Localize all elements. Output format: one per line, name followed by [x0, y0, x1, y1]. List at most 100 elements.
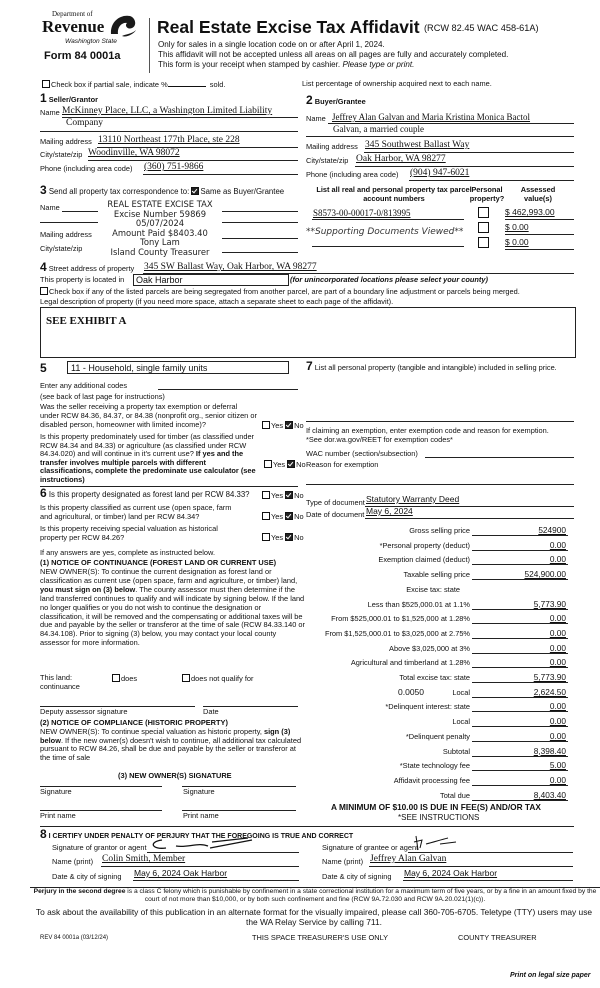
grantor-signature[interactable] — [148, 836, 258, 852]
exemption-no-checkbox[interactable] — [285, 421, 294, 429]
located-in-select[interactable]: Oak Harbor — [133, 274, 289, 286]
fee-underline — [472, 682, 568, 683]
fee-value[interactable]: 0.00 — [549, 613, 566, 624]
current-use-no-checkbox[interactable] — [285, 512, 294, 520]
assessed-value-field-1[interactable]: $ 462,993.00 — [505, 207, 555, 217]
certify-heading-text: I CERTIFY UNDER PENALTY OF PERJURY THAT … — [48, 833, 354, 840]
land-use-code-select[interactable]: 11 - Household, single family units — [67, 361, 289, 374]
yes-label: Yes — [271, 533, 284, 542]
buyer-name-field-line2[interactable]: Galvan, a married couple — [333, 124, 424, 134]
revenue-swirl-icon — [110, 15, 136, 37]
fee-value[interactable]: 0.00 — [549, 642, 566, 653]
buyer-mailing-field[interactable]: 345 Southwest Ballast Way — [365, 140, 470, 150]
yes-label: Yes — [271, 512, 284, 521]
form-citation: (RCW 82.45 WAC 458-61A) — [424, 23, 539, 33]
deputy-signature-field[interactable] — [40, 706, 195, 707]
seller-phone-label: Phone (including area code) — [40, 164, 133, 173]
section-1-number: 1 — [40, 91, 47, 105]
wac-field[interactable] — [425, 457, 574, 458]
seller-city-field[interactable]: Woodinville, WA 98072 — [88, 148, 180, 158]
forest-yes-checkbox[interactable] — [262, 491, 270, 499]
assessed-value-field-3[interactable]: $ 0.00 — [505, 237, 529, 247]
additional-codes-field[interactable] — [158, 389, 298, 390]
print-name-field-1[interactable] — [40, 810, 162, 811]
exemption-yes-checkbox[interactable] — [262, 421, 270, 429]
seller-name-field[interactable]: McKinney Place, LLC, a Washington Limite… — [62, 106, 273, 116]
fee-value[interactable]: 0.00 — [549, 716, 566, 727]
doc-type-field[interactable]: Statutory Warranty Deed — [366, 494, 460, 504]
doc-date-field[interactable]: May 6, 2024 — [366, 506, 413, 516]
fee-value[interactable]: 0.00 — [549, 657, 566, 668]
fee-underline — [472, 696, 568, 698]
fee-value[interactable]: 8,403.40 — [533, 789, 566, 800]
grantor-date-field[interactable]: May 6, 2024 Oak Harbor — [134, 868, 228, 878]
same-as-buyer-checkbox[interactable] — [191, 187, 200, 195]
fee-underline — [472, 623, 568, 625]
grantee-signature[interactable] — [410, 834, 490, 852]
grantee-date-field[interactable]: May 6, 2024 Oak Harbor — [404, 868, 498, 878]
fee-value[interactable]: 5,773.90 — [533, 598, 566, 609]
street-address-field[interactable]: 345 SW Ballast Way, Oak Harbor, WA 98277 — [144, 262, 317, 272]
fee-value[interactable]: 0.00 — [549, 774, 566, 785]
exemption-reason-field[interactable] — [306, 484, 574, 485]
partial-sale-percent-field[interactable] — [167, 86, 206, 87]
form-title: Real Estate Excise Tax Affidavit — [157, 17, 420, 37]
forest-question: 6 Is this property designated as forest … — [40, 486, 250, 501]
section-5-divider — [40, 486, 298, 487]
logo-state: Washington State — [65, 38, 117, 45]
buyer-city-field[interactable]: Oak Harbor, WA 98277 — [356, 154, 446, 164]
parcel-underline-1 — [312, 219, 464, 220]
does-qualify-checkbox[interactable] — [112, 674, 120, 682]
parcel-number-field[interactable]: S8573-00-00017-0/813995 — [313, 208, 411, 218]
yes-label: Yes — [271, 421, 284, 430]
legal-description-field[interactable]: SEE EXHIBIT A — [40, 307, 576, 358]
revision-label: REV 84 0001a (03/12/24) — [40, 935, 109, 941]
fee-value[interactable]: 0.00 — [549, 539, 566, 550]
correspondence-label: Send all property tax correspondence to: — [48, 187, 190, 196]
fee-value[interactable]: 5.00 — [549, 760, 566, 771]
grantee-name-field[interactable]: Jeffrey Alan Galvan — [370, 854, 447, 864]
fee-value[interactable]: 2,624.50 — [533, 686, 566, 697]
historic-yes-checkbox[interactable] — [262, 533, 270, 541]
parcel-underline-3 — [312, 246, 464, 247]
historic-no-checkbox[interactable] — [285, 533, 294, 541]
personal-property-checkbox-3[interactable] — [478, 237, 489, 248]
segregated-checkbox[interactable] — [40, 287, 48, 295]
fee-value[interactable]: 0.00 — [549, 554, 566, 565]
seller-phone-field[interactable]: (360) 751-9866 — [144, 162, 204, 172]
grantor-name-field[interactable]: Colin Smith, Member — [102, 854, 186, 864]
personal-property-checkbox-2[interactable] — [478, 222, 489, 233]
seller-name-field-line2[interactable]: Company — [66, 118, 103, 128]
accessibility-notice: To ask about the availability of this pu… — [35, 907, 593, 927]
treasurer-use-label: THIS SPACE TREASURER'S USE ONLY — [252, 933, 389, 942]
fee-label: Local — [452, 717, 470, 727]
partial-sale-checkbox[interactable] — [42, 80, 50, 88]
fee-value[interactable]: 524,900.00 — [524, 569, 566, 580]
fee-label: *Personal property (deduct) — [379, 540, 470, 550]
deputy-date-field[interactable] — [203, 706, 298, 707]
buyer-phone-field[interactable]: (904) 947-6021 — [410, 168, 470, 178]
timber-yes-checkbox[interactable] — [264, 460, 272, 468]
new-owner-signature-field-1[interactable] — [40, 786, 162, 787]
buyer-name-field[interactable]: Jeffrey Alan Galvan and Maria Kristina M… — [332, 112, 531, 122]
print-name-field-2[interactable] — [182, 810, 296, 811]
fee-value[interactable]: 8,398.40 — [533, 745, 566, 756]
current-use-yes-checkbox[interactable] — [262, 512, 270, 520]
fee-value[interactable]: 0.00 — [549, 627, 566, 638]
does-not-qualify-checkbox[interactable] — [182, 674, 190, 682]
fee-value[interactable]: 5,773.90 — [533, 672, 566, 682]
forest-no-checkbox[interactable] — [285, 491, 294, 499]
fee-value[interactable]: 0.00 — [549, 701, 566, 712]
personal-property-list-field[interactable] — [306, 421, 574, 422]
fee-value[interactable]: 524900 — [538, 525, 566, 535]
notice1-bold: you must sign on (3) below — [40, 584, 136, 594]
personal-property-list-label: 7 List all personal property (tangible a… — [306, 360, 576, 372]
personal-property-checkbox-1[interactable] — [478, 207, 489, 218]
street-address-row: 4 Street address of property — [40, 260, 134, 275]
fee-value[interactable]: 0.00 — [549, 730, 566, 741]
new-owner-signature-field-2[interactable] — [182, 786, 296, 787]
timber-no-checkbox[interactable] — [287, 460, 296, 468]
fee-underline — [472, 667, 568, 669]
seller-mailing-field[interactable]: 13110 Northeast 177th Place, ste 228 — [98, 135, 240, 145]
assessed-value-field-2[interactable]: $ 0.00 — [505, 222, 529, 232]
